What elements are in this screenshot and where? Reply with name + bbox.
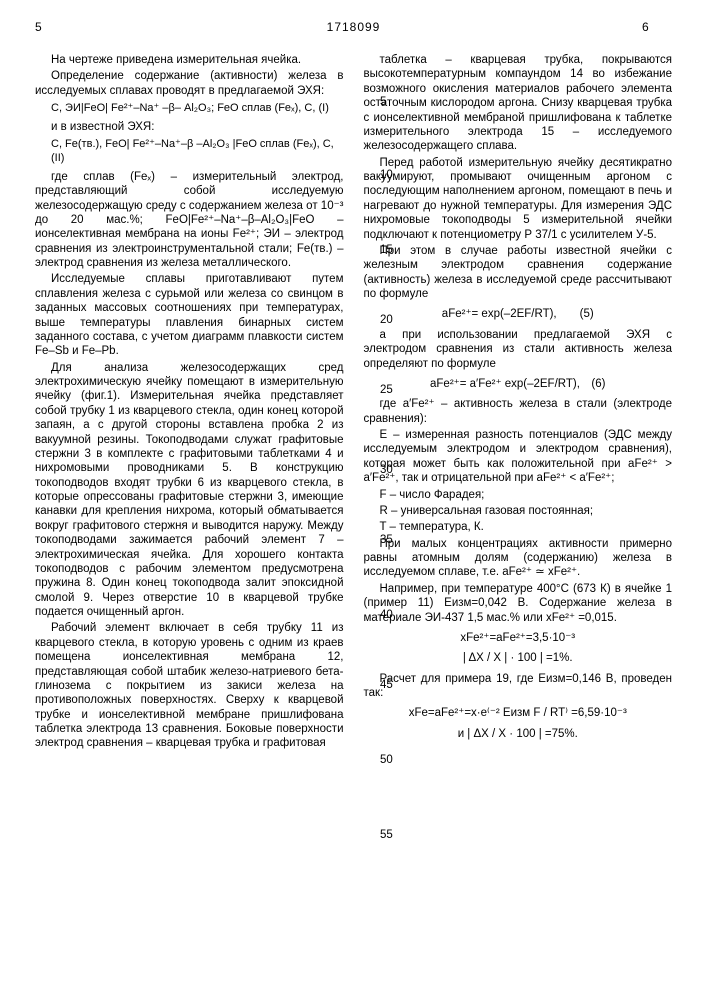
right-column: таблетка – кварцевая трубка, покрываются… (364, 53, 673, 753)
paragraph: где a′Fe²⁺ – активность железа в стали (… (364, 397, 673, 426)
paragraph: Рабочий элемент включает в себя трубку 1… (35, 621, 344, 750)
formula: С, Fe(тв.), FeO| Fe²⁺–Na⁺–β –Al₂O₃ |FeO … (51, 138, 344, 166)
line-marker: 15 (380, 243, 393, 257)
paragraph: На чертеже приведена измерительная ячейк… (35, 53, 344, 67)
formula: xFe²⁺=aFe²⁺=3,5·10⁻³ (364, 631, 673, 645)
formula: xFe=aFe²⁺=x·e⁽⁻² Eизм F / RT⁾ =6,59·10⁻³ (364, 706, 673, 720)
paragraph: таблетка – кварцевая трубка, покрываются… (364, 53, 673, 154)
page-number-left: 5 (35, 20, 65, 35)
line-marker: 50 (380, 753, 393, 767)
paragraph: где сплав (Feₓ) – измерительный электрод… (35, 170, 344, 271)
paragraph: Для анализа железосодержащих сред электр… (35, 361, 344, 620)
paragraph: F – число Фарадея; (364, 488, 673, 502)
line-marker: 25 (380, 383, 393, 397)
line-marker: 10 (380, 168, 393, 182)
paragraph: а при использовании предлагаемой ЭХЯ с э… (364, 328, 673, 371)
line-marker: 55 (380, 828, 393, 842)
line-marker: 30 (380, 463, 393, 477)
paragraph: При этом в случае работы известной ячейк… (364, 244, 673, 302)
paragraph: Например, при температуре 400°С (673 К) … (364, 582, 673, 625)
paragraph: При малых концентрациях активности приме… (364, 537, 673, 580)
paragraph: Перед работой измерительную ячейку десят… (364, 156, 673, 242)
formula: aFe²⁺= exp(–2EF/RT), (5) (364, 307, 673, 321)
paragraph: Расчет для примера 19, где Eизм=0,146 В,… (364, 672, 673, 701)
formula: | ΔX / X | · 100 | =1%. (364, 651, 673, 665)
line-marker: 5 (380, 95, 386, 109)
left-column: На чертеже приведена измерительная ячейк… (35, 53, 344, 753)
formula: С, ЭИ|FeO| Fe²⁺–Na⁺ –β– Al₂O₃; FeO сплав… (51, 102, 344, 116)
line-marker: 45 (380, 678, 393, 692)
paragraph: E – измеренная разность потенциалов (ЭДС… (364, 428, 673, 486)
paragraph: T – температура, К. (364, 520, 673, 534)
line-marker: 20 (380, 313, 393, 327)
document-number: 1718099 (65, 20, 642, 35)
paragraph: и в известной ЭХЯ: (35, 120, 344, 134)
line-marker: 35 (380, 533, 393, 547)
formula: aFe²⁺= a′Fe²⁺ exp(–2EF/RT), (6) (364, 377, 673, 391)
formula: и | ΔX / X · 100 | =75%. (364, 727, 673, 741)
paragraph: Исследуемые сплавы приготавливают путем … (35, 272, 344, 358)
paragraph: R – универсальная газовая постоянная; (364, 504, 673, 518)
line-marker: 40 (380, 608, 393, 622)
page-number-right: 6 (642, 20, 672, 35)
paragraph: Определение содержание (активности) желе… (35, 69, 344, 98)
